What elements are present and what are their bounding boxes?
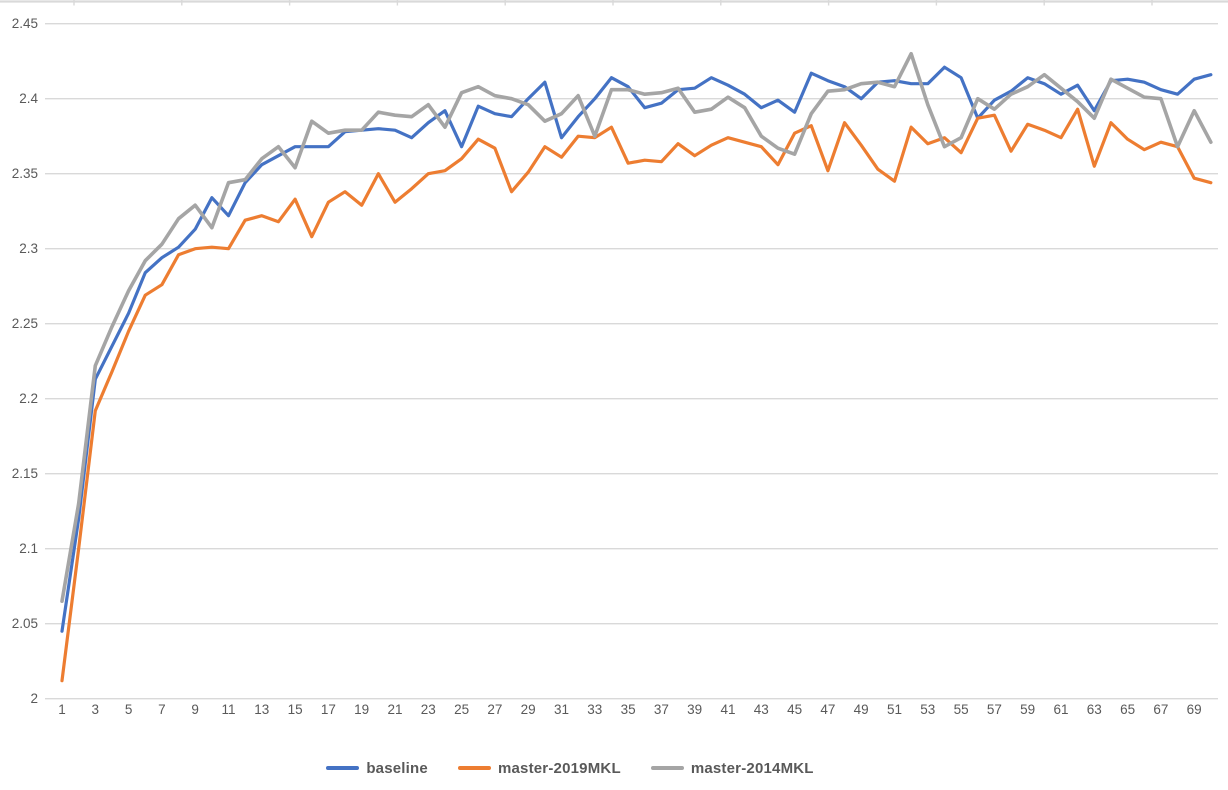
x-axis-label: 53 [920, 702, 936, 717]
series-line-master-2014MKL [60, 51, 1213, 604]
x-axis-label: 27 [487, 702, 503, 717]
legend-swatch-master-2019mkl [457, 765, 491, 771]
x-axis-label: 33 [587, 702, 603, 717]
series-line-master-2019MKL [60, 107, 1213, 683]
chart-legend: baseline master-2019MKL master-2014MKL [0, 753, 1184, 783]
x-axis-label: 45 [787, 702, 803, 717]
x-axis-label: 49 [853, 702, 869, 717]
x-axis-label: 31 [553, 702, 570, 717]
x-axis-label: 61 [1053, 702, 1069, 717]
x-axis-label: 39 [687, 702, 703, 717]
x-axis-label: 43 [753, 702, 769, 717]
x-axis-label: 11 [221, 702, 236, 717]
x-axis-label: 25 [454, 702, 470, 717]
x-axis-label: 3 [91, 702, 100, 717]
x-axis-label: 51 [886, 702, 903, 717]
x-axis-label: 57 [986, 702, 1002, 717]
x-axis-label: 9 [191, 702, 199, 717]
legend-item-master-2014mkl: master-2014MKL [650, 759, 814, 777]
y-axis-label: 2.05 [11, 615, 38, 631]
x-axis-label: 47 [820, 702, 836, 717]
legend-item-master-2019mkl: master-2019MKL [457, 759, 621, 777]
x-axis-label: 17 [320, 702, 336, 717]
x-axis-label: 29 [520, 702, 536, 717]
legend-item-baseline: baseline [326, 760, 428, 777]
y-axis-label: 2 [30, 690, 38, 706]
x-axis-label: 23 [420, 702, 436, 717]
legend-swatch-baseline [326, 765, 360, 771]
series-line-baseline [60, 65, 1213, 633]
y-axis-label: 2.3 [19, 240, 38, 256]
x-axis-label: 37 [653, 702, 669, 717]
y-axis-label: 2.35 [11, 165, 38, 181]
x-axis-label: 59 [1020, 702, 1036, 717]
legend-swatch-master-2014mkl [650, 765, 684, 771]
x-axis-label: 5 [124, 702, 133, 717]
x-axis-label: 67 [1153, 702, 1169, 717]
legend-label: master-2014MKL [690, 759, 814, 777]
y-axis-label: 2.45 [11, 15, 38, 31]
x-axis-label: 19 [354, 702, 370, 717]
x-axis-label: 21 [387, 702, 403, 717]
x-axis-label: 55 [953, 702, 969, 717]
x-axis-label: 35 [620, 702, 636, 717]
x-axis-label: 13 [254, 702, 270, 717]
x-axis-label: 15 [287, 702, 303, 717]
x-axis-label: 1 [58, 702, 66, 717]
legend-label: master-2019MKL [497, 759, 621, 777]
x-axis-label: 7 [158, 702, 166, 717]
y-axis-label: 2.4 [19, 90, 38, 106]
legend-label: baseline [366, 759, 428, 777]
y-axis-label: 2.1 [19, 540, 38, 556]
y-axis-label: 2.2 [19, 390, 38, 406]
x-axis-label: 65 [1120, 702, 1136, 717]
x-axis-label: 41 [720, 702, 736, 717]
x-axis-label: 69 [1186, 702, 1202, 717]
y-axis-label: 2.25 [11, 315, 38, 331]
y-axis-label: 2.15 [11, 465, 38, 481]
x-axis-label: 63 [1086, 702, 1102, 717]
